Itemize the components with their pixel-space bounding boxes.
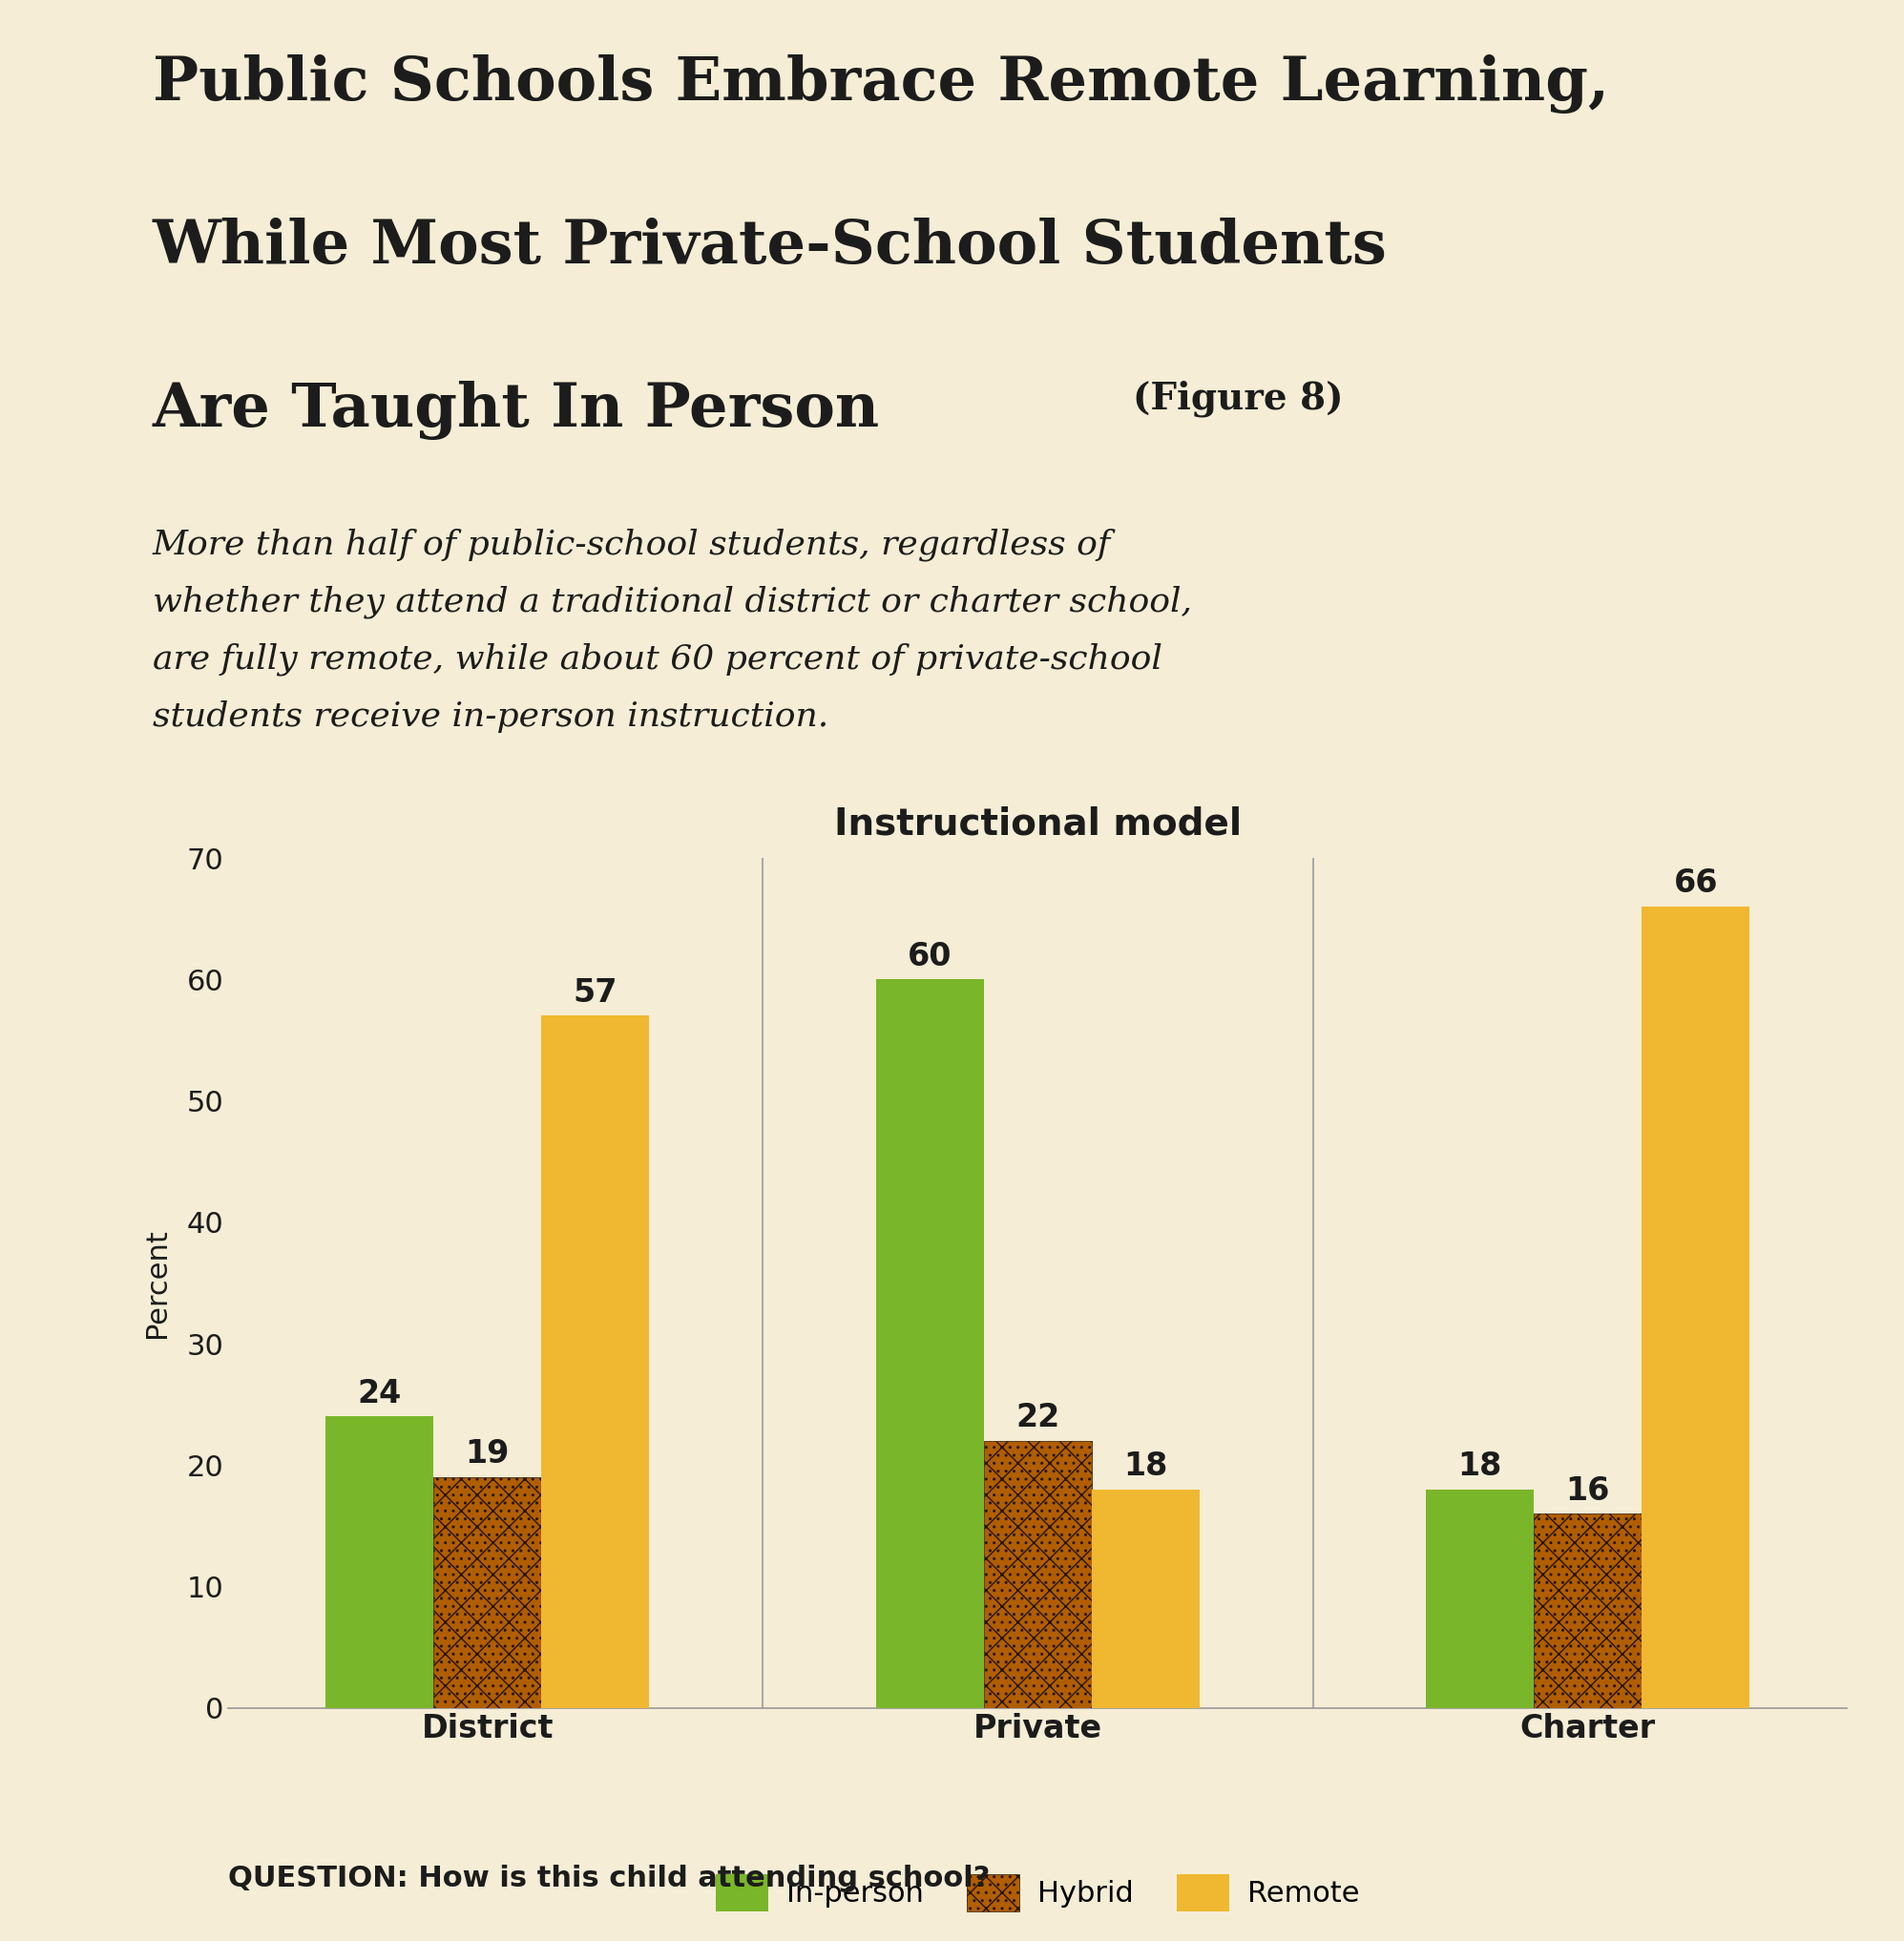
Text: More than half of public-school students, regardless of: More than half of public-school students… <box>152 528 1110 561</box>
Y-axis label: Percent: Percent <box>143 1229 171 1337</box>
Bar <box>1426 1489 1535 1708</box>
Text: 60: 60 <box>908 941 952 972</box>
Text: Are Taught In Person: Are Taught In Person <box>152 380 880 439</box>
Text: 24: 24 <box>358 1378 402 1409</box>
Bar <box>984 1440 1091 1708</box>
Text: whether they attend a traditional district or charter school,: whether they attend a traditional distri… <box>152 586 1192 619</box>
Text: QUESTION: How is this child attending school?: QUESTION: How is this child attending sc… <box>228 1865 990 1892</box>
Bar <box>434 1477 541 1708</box>
Text: 16: 16 <box>1565 1475 1611 1506</box>
Text: 66: 66 <box>1674 868 1717 899</box>
Text: are fully remote, while about 60 percent of private-school: are fully remote, while about 60 percent… <box>152 642 1161 675</box>
Text: 22: 22 <box>1015 1401 1061 1434</box>
Bar <box>876 980 984 1708</box>
Text: (Figure 8): (Figure 8) <box>1133 380 1344 417</box>
Text: 18: 18 <box>1123 1450 1167 1483</box>
Legend: In-person, Hybrid, Remote: In-person, Hybrid, Remote <box>704 1861 1371 1924</box>
Text: 57: 57 <box>573 976 617 1009</box>
Bar <box>326 1417 434 1708</box>
Text: Public Schools Embrace Remote Learning,: Public Schools Embrace Remote Learning, <box>152 54 1609 113</box>
Text: students receive in-person instruction.: students receive in-person instruction. <box>152 701 828 734</box>
Text: 18: 18 <box>1458 1450 1502 1483</box>
Text: 19: 19 <box>465 1438 510 1469</box>
Bar <box>541 1015 649 1708</box>
Bar <box>1535 1514 1641 1708</box>
Text: While Most Private-School Students: While Most Private-School Students <box>152 217 1388 276</box>
Bar <box>1641 906 1750 1708</box>
Bar <box>1091 1489 1200 1708</box>
Title: Instructional model: Instructional model <box>834 806 1241 842</box>
